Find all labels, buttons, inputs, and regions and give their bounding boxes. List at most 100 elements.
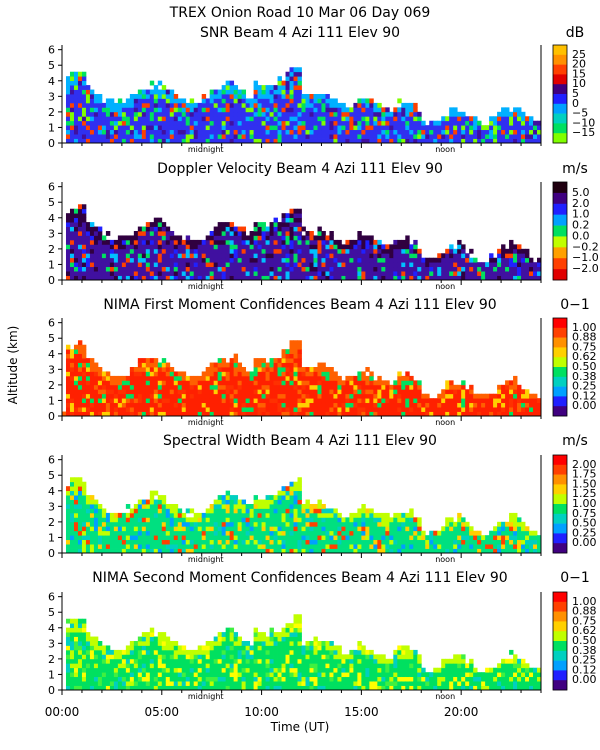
heatmap-cell (513, 384, 518, 390)
heatmap-cell (333, 257, 338, 263)
heatmap-cell (509, 521, 514, 527)
heatmap-cell (77, 226, 83, 232)
colorbar-swatch (553, 54, 567, 65)
heatmap-cell (193, 138, 199, 144)
heatmap-cell (109, 102, 115, 108)
heatmap-cell (417, 120, 422, 126)
heatmap-cell (169, 521, 175, 527)
heatmap-cell (85, 384, 91, 390)
heatmap-cell (173, 526, 179, 532)
heatmap-cell (329, 548, 334, 554)
heatmap-cell (101, 517, 107, 523)
heatmap-cell (233, 116, 239, 122)
heatmap-cell (145, 222, 151, 227)
heatmap-cell (169, 393, 175, 399)
heatmap-cell (529, 120, 534, 126)
heatmap-cell (213, 402, 219, 408)
heatmap-cell (361, 512, 366, 518)
heatmap-cell (125, 248, 131, 254)
heatmap-cell (69, 504, 75, 509)
heatmap-cell (401, 257, 406, 263)
heatmap-cell (333, 371, 338, 377)
heatmap-cell (93, 257, 99, 263)
heatmap-cell (385, 521, 390, 527)
heatmap-cell (145, 129, 151, 135)
heatmap-cell (285, 239, 290, 245)
heatmap-cell (129, 530, 135, 536)
heatmap-cell (317, 116, 322, 122)
heatmap-cell (137, 389, 143, 395)
colorbar-label: −5 (572, 107, 588, 120)
heatmap-cell (93, 102, 99, 108)
heatmap-cell (521, 275, 526, 281)
heatmap-cell (209, 402, 215, 408)
heatmap-cell (193, 275, 199, 281)
heatmap-cell (153, 371, 159, 377)
heatmap-cell (225, 526, 231, 532)
heatmap-cell (257, 389, 262, 395)
heatmap-cell (405, 539, 410, 545)
y-tick-label: 3 (48, 500, 55, 513)
heatmap-cell (373, 271, 378, 276)
heatmap-cell (361, 107, 366, 113)
heatmap-cell (285, 94, 290, 99)
heatmap-cell (173, 384, 179, 390)
heatmap-cell (153, 548, 159, 554)
heatmap-cell (117, 384, 123, 390)
heatmap-cell (317, 262, 322, 268)
heatmap-cell (409, 411, 414, 417)
heatmap-cell (261, 138, 266, 144)
heatmap-cell (89, 389, 95, 395)
heatmap-cell (457, 262, 462, 268)
heatmap-cell (265, 389, 270, 395)
heatmap-cell (317, 253, 322, 259)
heatmap-cell (73, 530, 79, 536)
heatmap-cell (77, 116, 83, 122)
heatmap-cell (373, 262, 378, 268)
heatmap-cell (517, 275, 522, 281)
heatmap-cell (225, 275, 231, 281)
heatmap-cell (505, 275, 510, 281)
heatmap-cell (529, 535, 534, 541)
heatmap-cell (217, 367, 223, 372)
heatmap-cell (517, 389, 522, 395)
heatmap-cell (157, 371, 163, 377)
heatmap-cell (289, 367, 294, 372)
heatmap-cell (133, 107, 139, 113)
heatmap-cell (369, 248, 374, 254)
heatmap-cell (409, 521, 414, 527)
heatmap-cell (357, 539, 362, 545)
heatmap-cell (269, 94, 274, 99)
heatmap-cell (237, 407, 243, 412)
heatmap-cell (525, 253, 530, 259)
heatmap-cell (401, 129, 406, 135)
heatmap-cell (309, 271, 314, 276)
heatmap-cell (497, 384, 502, 390)
heatmap-cell (465, 262, 470, 268)
heatmap-cell (97, 389, 103, 395)
heatmap-cell (81, 358, 87, 363)
heatmap-cell (297, 231, 302, 236)
heatmap-cell (85, 239, 91, 245)
heatmap-cell (109, 375, 115, 381)
heatmap-cell (317, 244, 322, 250)
heatmap-cell (525, 120, 530, 126)
heatmap-cell (289, 231, 294, 236)
heatmap-cell (337, 517, 342, 523)
heatmap-cell (81, 244, 87, 250)
y-tick-label: 1 (48, 121, 55, 134)
heatmap-cell (281, 129, 286, 135)
heatmap-cell (341, 539, 346, 545)
heatmap-cell (393, 125, 398, 131)
heatmap-cell (341, 548, 346, 554)
heatmap-cell (169, 262, 175, 268)
heatmap-cell (153, 362, 159, 368)
heatmap-cell (297, 235, 302, 241)
heatmap-cell (221, 129, 227, 135)
heatmap-cell (161, 495, 167, 500)
heatmap-cell (381, 517, 386, 523)
heatmap-cell (297, 508, 302, 514)
heatmap-cell (505, 111, 510, 117)
heatmap-cell (493, 116, 498, 122)
